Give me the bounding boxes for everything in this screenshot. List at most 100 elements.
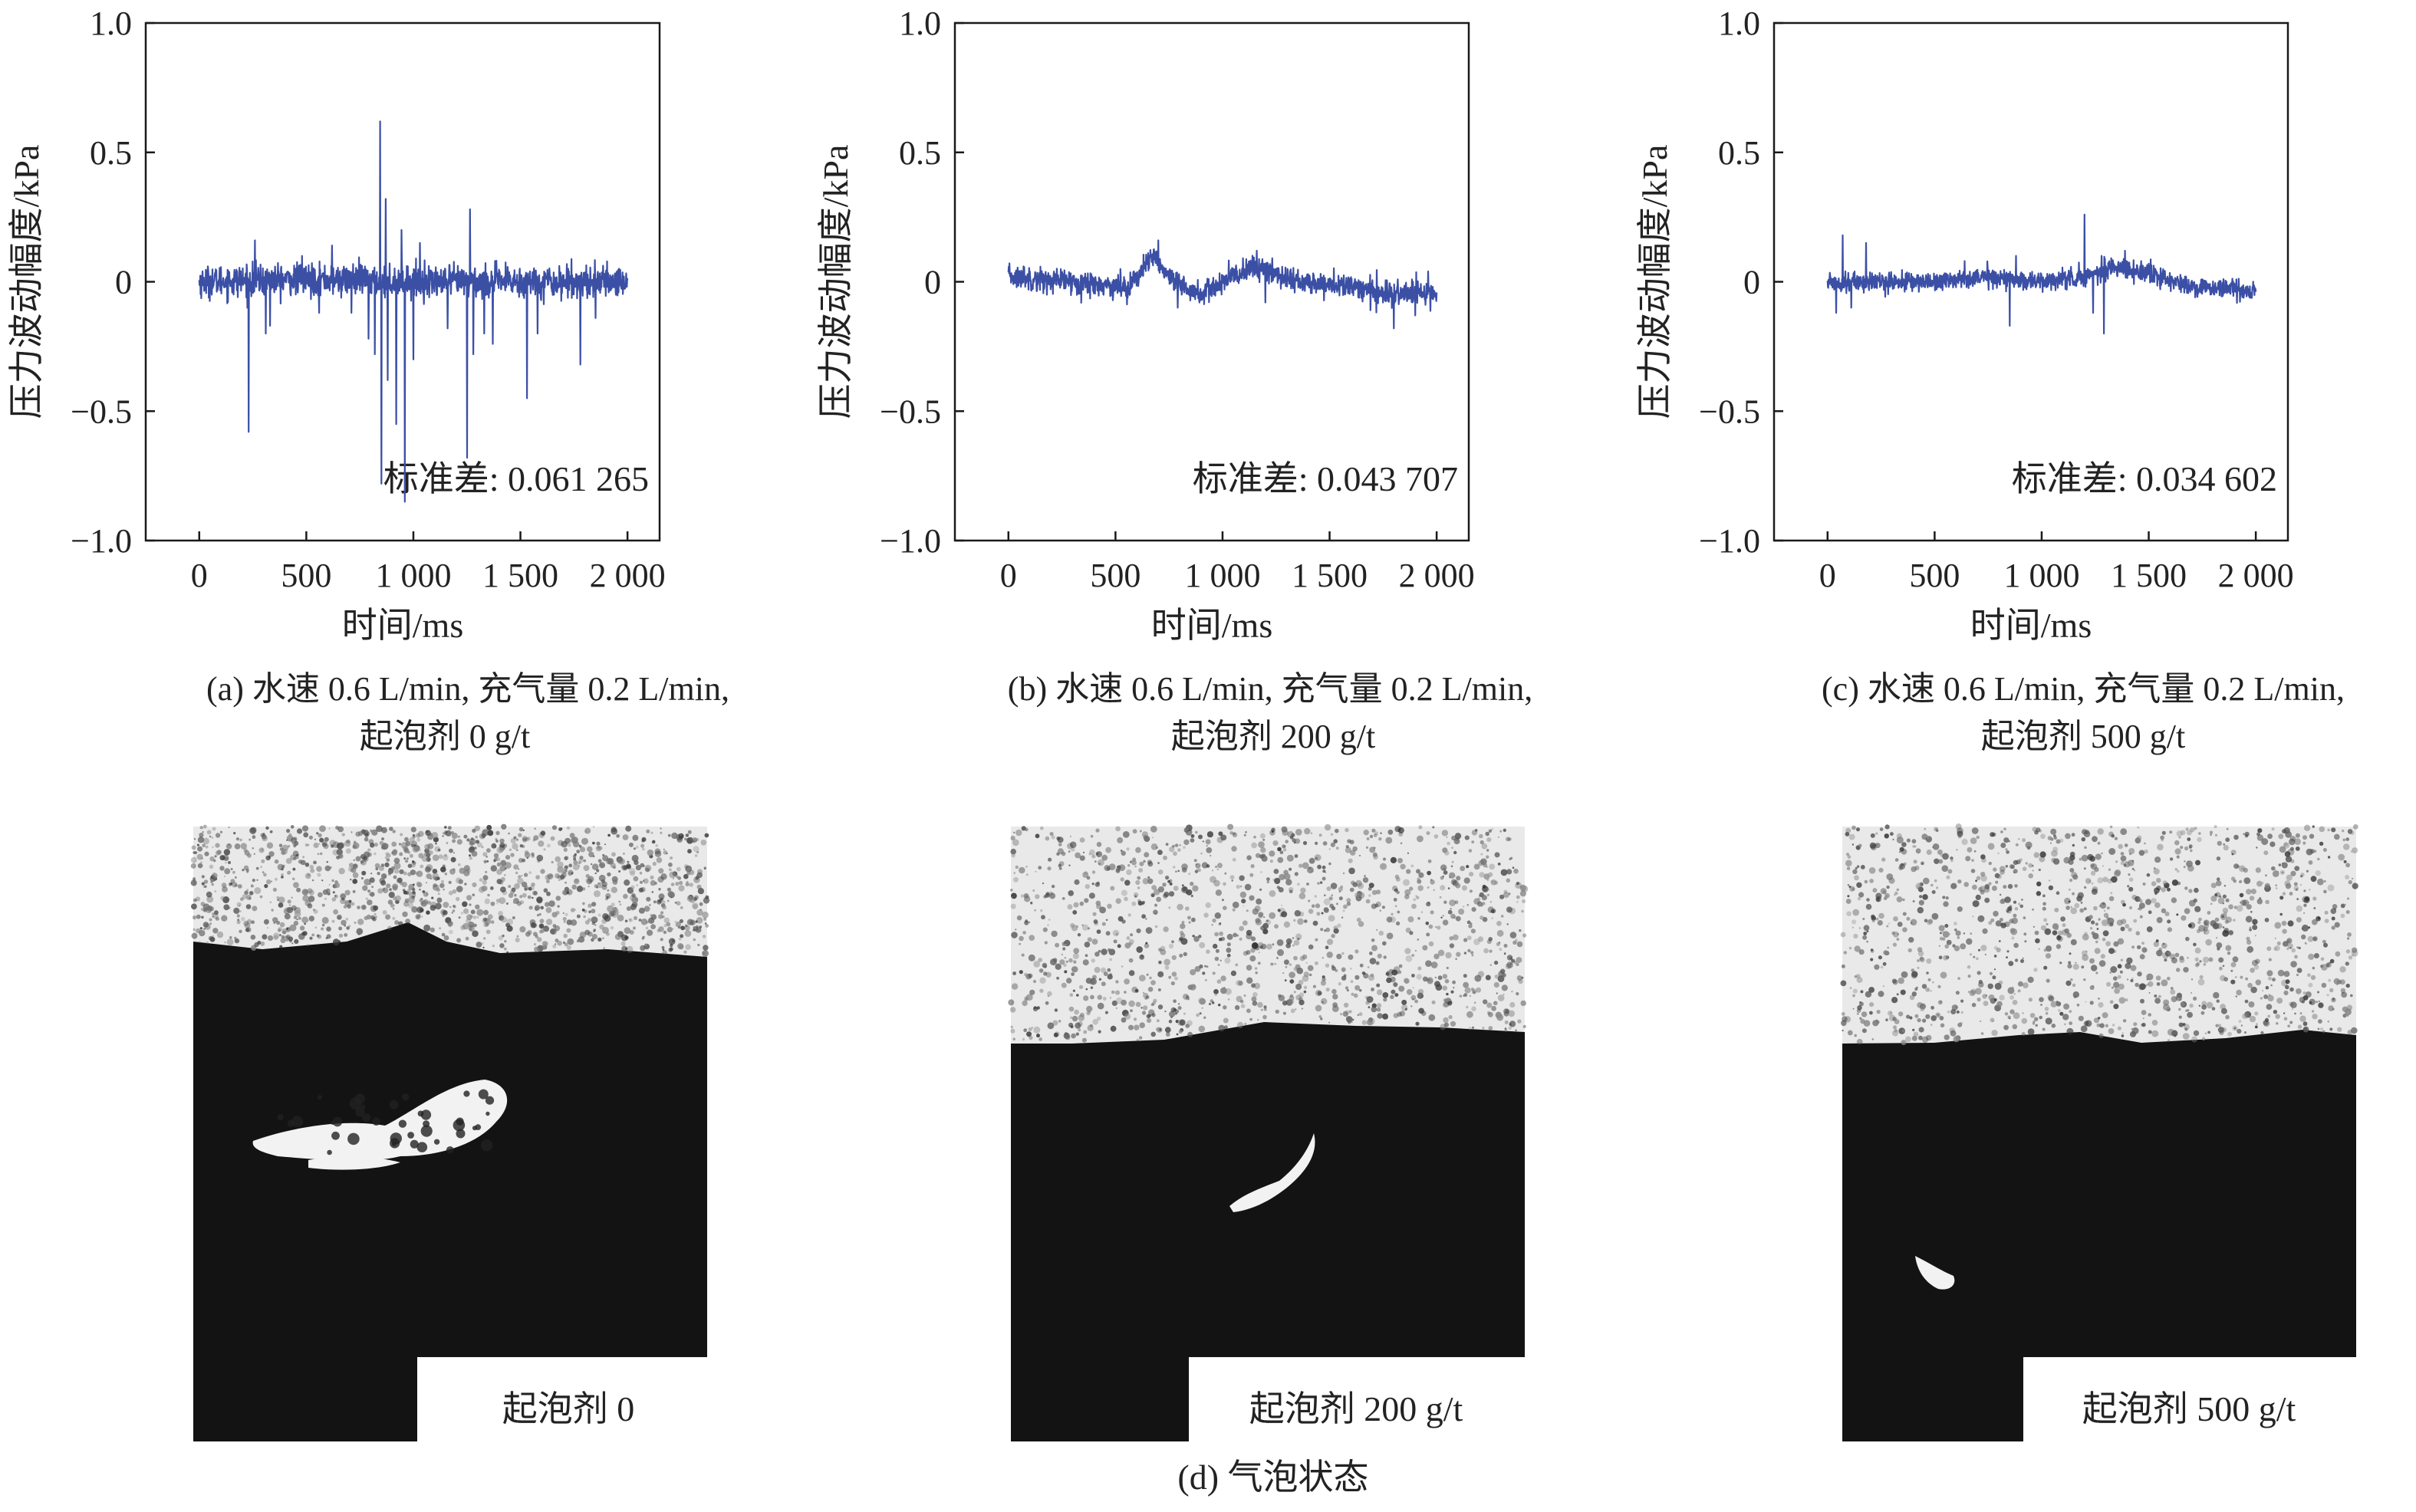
foam-speckle [377, 888, 383, 894]
foam-speckle [2088, 915, 2093, 919]
foam-speckle [191, 932, 198, 939]
foam-speckle [407, 889, 411, 892]
foam-speckle [2193, 1030, 2200, 1037]
foam-speckle [221, 915, 228, 922]
foam-speckle [304, 863, 310, 867]
y-tick-label: −1.0 [1699, 522, 1760, 560]
foam-speckle [1491, 1005, 1496, 1011]
foam-speckle [2339, 966, 2346, 973]
foam-speckle [194, 838, 196, 840]
foam-speckle [1970, 988, 1977, 995]
foam-speckle [264, 884, 268, 889]
foam-speckle [2266, 946, 2272, 952]
foam-speckle [1349, 887, 1354, 892]
foam-speckle [1990, 984, 1992, 987]
foam-speckle [2217, 947, 2220, 951]
foam-speckle [2261, 838, 2269, 846]
foam-speckle [1368, 1006, 1371, 1009]
foam-speckle [1463, 938, 1468, 942]
foam-speckle [493, 857, 498, 862]
foam-speckle [2008, 961, 2014, 966]
foam-speckle [2167, 1039, 2171, 1042]
foam-speckle [694, 895, 699, 900]
foam-speckle [1043, 971, 1048, 976]
foam-speckle [1022, 1000, 1028, 1007]
foam-speckle [576, 886, 584, 892]
foam-speckle [1466, 920, 1471, 925]
foam-speckle [1430, 961, 1438, 968]
foam-speckle [1012, 896, 1014, 899]
foam-speckle [1463, 952, 1467, 955]
foam-speckle [1142, 878, 1149, 885]
foam-speckle [2249, 896, 2255, 901]
foam-speckle [2240, 975, 2243, 979]
foam-speckle [352, 842, 360, 850]
foam-speckle [266, 842, 274, 849]
foam-speckle [1893, 916, 1898, 922]
foam-speckle [1232, 832, 1238, 837]
foam-speckle [259, 895, 263, 899]
foam-speckle [2133, 869, 2136, 872]
foam-speckle [1442, 985, 1448, 991]
foam-speckle [1115, 868, 1121, 873]
foam-speckle [2277, 969, 2285, 977]
foam-speckle [2265, 874, 2267, 877]
foam-speckle [1923, 877, 1930, 885]
foam-speckle [1493, 880, 1499, 885]
foam-speckle [1450, 990, 1454, 994]
foam-speckle [594, 890, 601, 898]
foam-speckle [2214, 833, 2218, 837]
foam-speckle [1303, 990, 1307, 994]
foam-speckle [1021, 953, 1025, 957]
foam-speckle [1846, 911, 1851, 916]
foam-speckle [443, 935, 449, 941]
foam-speckle [2291, 948, 2296, 953]
foam-speckle [1348, 858, 1353, 863]
foam-speckle [2327, 856, 2331, 859]
foam-speckle [1322, 957, 1324, 959]
foam-speckle [1289, 994, 1293, 998]
foam-speckle [1868, 867, 1876, 874]
foam-speckle [1357, 1014, 1359, 1016]
bubble-speck [362, 1113, 371, 1122]
foam-speckle [332, 891, 335, 894]
foam-speckle [1847, 1030, 1853, 1036]
foam-speckle [2081, 965, 2085, 969]
foam-speckle [1488, 872, 1493, 877]
foam-speckle [1071, 847, 1075, 852]
foam-speckle [1455, 837, 1460, 841]
foam-speckle [1431, 1000, 1436, 1004]
foam-speckle [2062, 1014, 2069, 1021]
foam-speckle [505, 867, 507, 870]
foam-speckle [1972, 915, 1974, 918]
foam-speckle [1250, 948, 1256, 953]
foam-speckle [1336, 953, 1342, 960]
foam-speckle [1183, 1012, 1186, 1015]
foam-speckle [1322, 869, 1326, 873]
foam-speckle [1370, 973, 1374, 978]
foam-speckle [2252, 925, 2258, 930]
foam-speckle [1902, 912, 1907, 916]
foam-speckle [1443, 1022, 1449, 1027]
foam-speckle [683, 950, 687, 954]
foam-speckle [2219, 895, 2222, 898]
foam-speckle [253, 853, 255, 855]
foam-speckle [2239, 901, 2242, 904]
foam-speckle [2294, 1012, 2296, 1015]
foam-speckle [528, 886, 532, 891]
foam-speckle [566, 945, 571, 950]
foam-speckle [1071, 925, 1078, 932]
foam-speckle [658, 888, 661, 891]
foam-speckle [657, 929, 660, 932]
foam-speckle [1180, 930, 1184, 935]
foam-speckle [1202, 840, 1204, 843]
foam-speckle [1498, 942, 1500, 944]
foam-speckle [2080, 901, 2083, 904]
foam-speckle [1405, 955, 1413, 962]
foam-speckle [1153, 909, 1158, 915]
foam-speckle [1866, 940, 1868, 943]
foam-speckle [2289, 947, 2292, 949]
foam-speckle [1087, 927, 1090, 930]
foam-speckle [2085, 878, 2092, 884]
foam-speckle [1177, 848, 1181, 852]
